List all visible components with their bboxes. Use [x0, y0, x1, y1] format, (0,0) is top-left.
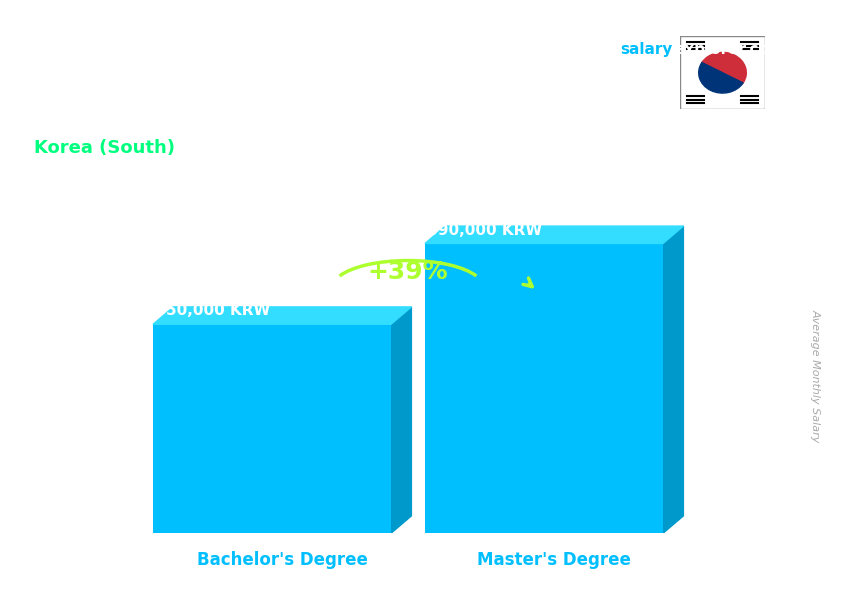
Circle shape	[699, 52, 746, 93]
Text: salary: salary	[620, 42, 673, 58]
Text: +39%: +39%	[368, 260, 448, 284]
Text: 8,390,000 KRW: 8,390,000 KRW	[411, 222, 542, 238]
Wedge shape	[702, 52, 746, 83]
FancyBboxPatch shape	[425, 244, 663, 533]
Polygon shape	[153, 307, 411, 324]
Text: Salary Comparison By Education: Salary Comparison By Education	[34, 42, 542, 70]
Text: Korea (South): Korea (South)	[34, 139, 175, 158]
Text: 6,050,000 KRW: 6,050,000 KRW	[139, 304, 271, 319]
Polygon shape	[663, 226, 683, 533]
Text: Master's Degree: Master's Degree	[477, 551, 632, 568]
Text: explorer.com: explorer.com	[674, 42, 785, 58]
Polygon shape	[391, 307, 411, 533]
Polygon shape	[425, 226, 683, 244]
FancyBboxPatch shape	[153, 324, 391, 533]
Text: Bachelor's Degree: Bachelor's Degree	[196, 551, 368, 568]
Text: Bank Branch Manager: Bank Branch Manager	[34, 97, 275, 116]
Text: Average Monthly Salary: Average Monthly Salary	[811, 309, 821, 442]
Wedge shape	[699, 62, 743, 93]
